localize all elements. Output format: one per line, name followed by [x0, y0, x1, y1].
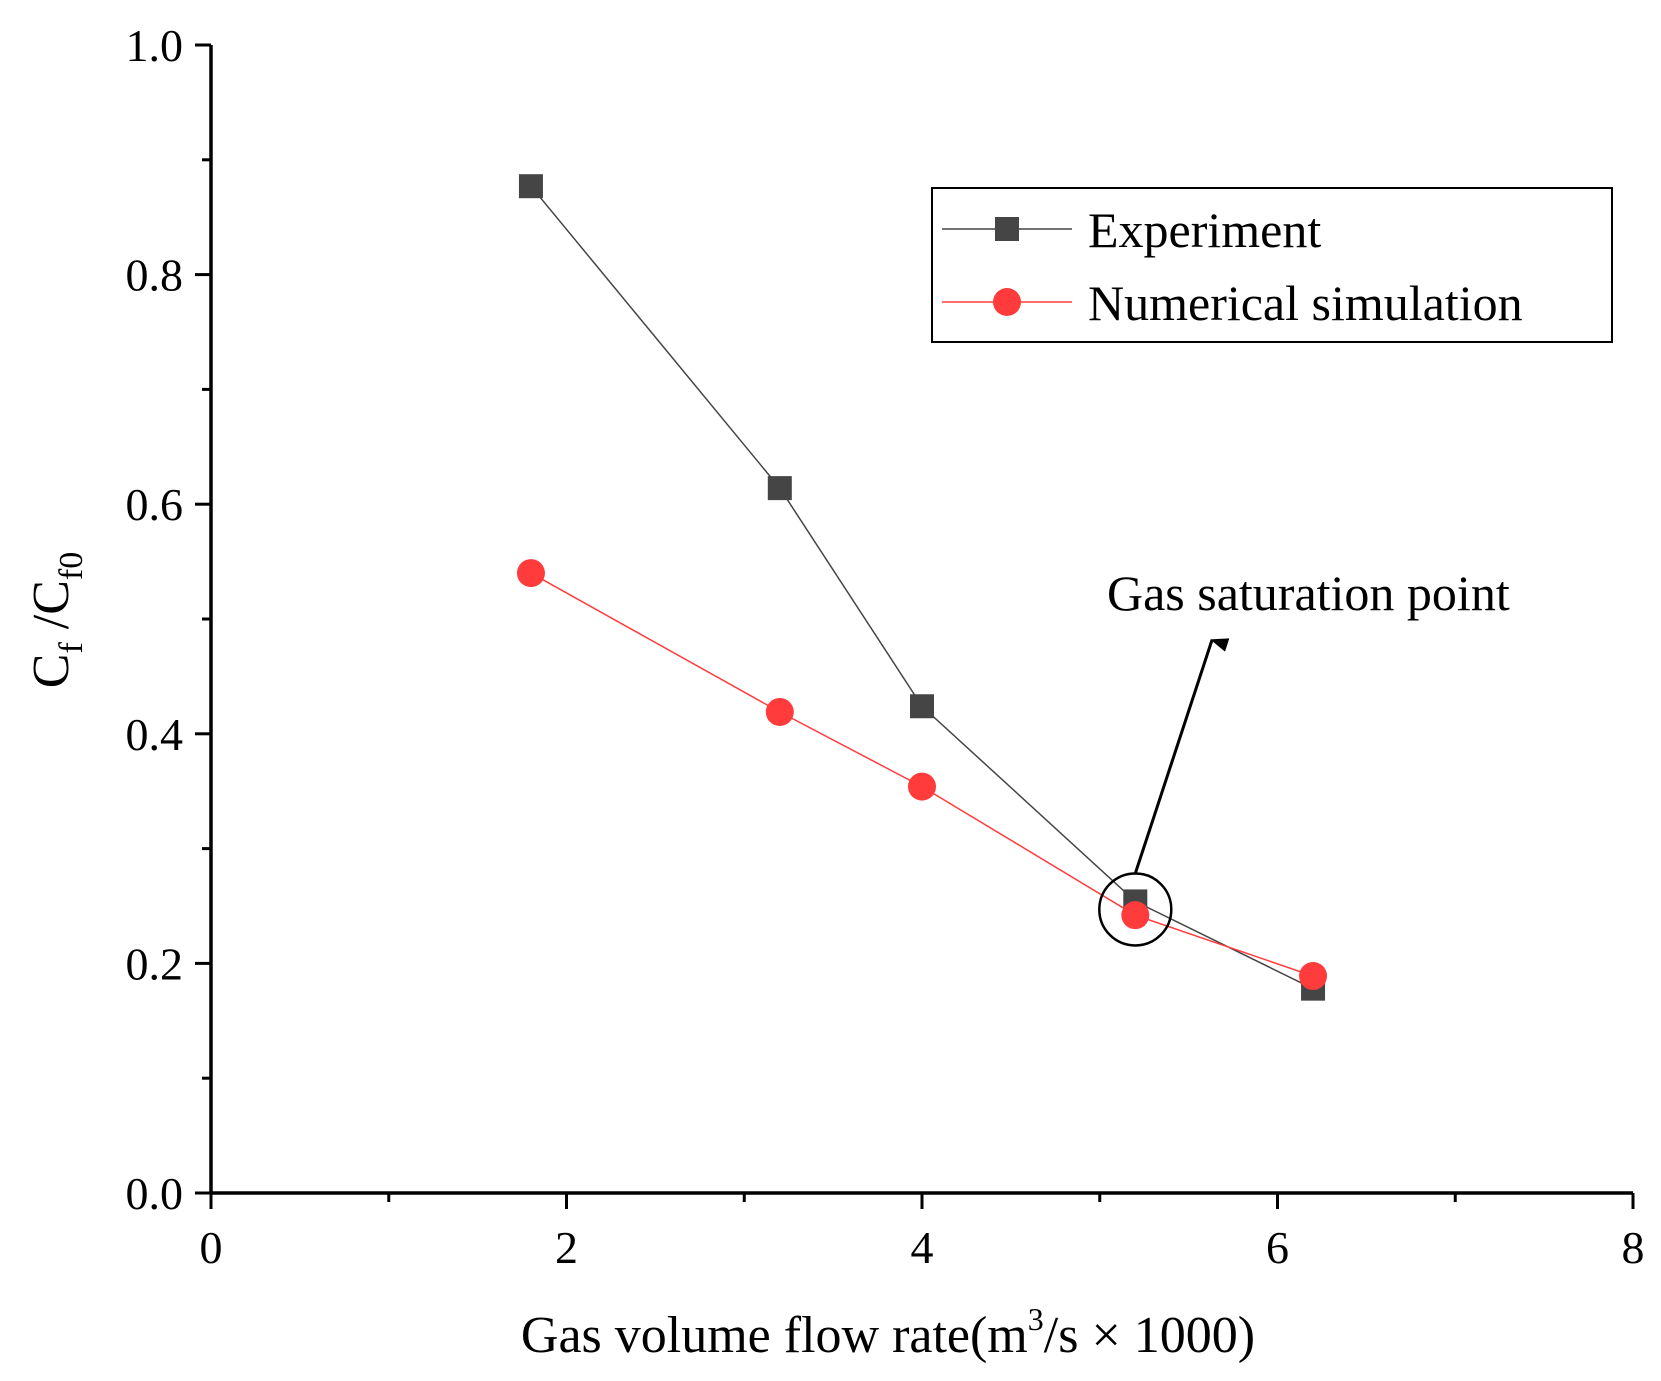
y-axis-title-sub2: f0	[53, 552, 90, 580]
data-point-circle	[516, 559, 545, 588]
y-tick-label: 0.2	[126, 938, 184, 989]
series-markers	[516, 174, 1328, 1001]
data-point-square	[767, 476, 792, 501]
x-axis-title-main: Gas volume flow rate(m	[521, 1307, 1028, 1364]
x-axis-title-sup: 3	[1028, 1301, 1044, 1337]
legend-label-experiment: Experiment	[1088, 202, 1321, 258]
x-tick-label: 0	[200, 1222, 223, 1273]
x-tick-label: 6	[1266, 1222, 1289, 1273]
data-point-square	[518, 174, 543, 199]
x-tick-label: 4	[911, 1222, 934, 1273]
annotation-arrow	[1133, 638, 1230, 874]
y-axis-title-c: C	[23, 654, 80, 689]
data-point-circle	[1299, 962, 1328, 991]
y-axis-title: Cf /Cf0	[23, 552, 90, 688]
data-point-square	[910, 694, 934, 719]
y-tick-label: 1.0	[126, 20, 184, 71]
y-axis-title-sep: /C	[23, 580, 80, 642]
y-axis-title-sub1: f	[53, 642, 90, 654]
y-tick-label: 0.8	[126, 250, 184, 301]
data-point-circle	[1121, 901, 1150, 930]
legend-marker-experiment	[995, 217, 1019, 241]
x-axis-title-rest: /s × 1000)	[1044, 1307, 1255, 1364]
data-point-circle	[908, 772, 936, 801]
annotation: Gas saturation point	[1098, 565, 1510, 947]
legend-marker-simulation	[993, 288, 1021, 316]
ticks: 0 2 4 6 8 0.0 0.2 0.4 0.6 0.8 1.0	[126, 20, 1645, 1273]
y-tick-label: 0.4	[126, 709, 184, 760]
x-tick-label: 2	[555, 1222, 578, 1273]
x-tick-label: 8	[1622, 1222, 1645, 1273]
annotation-text: Gas saturation point	[1107, 565, 1510, 621]
x-axis-title: Gas volume flow rate(m3/s × 1000)	[521, 1301, 1255, 1364]
legend-box	[931, 187, 1613, 343]
legend: Experiment Numerical simulation	[931, 187, 1613, 343]
legend-label-simulation: Numerical simulation	[1088, 275, 1523, 331]
data-point-circle	[765, 697, 794, 726]
y-tick-label: 0.6	[126, 479, 184, 530]
y-tick-label: 0.0	[126, 1168, 184, 1219]
